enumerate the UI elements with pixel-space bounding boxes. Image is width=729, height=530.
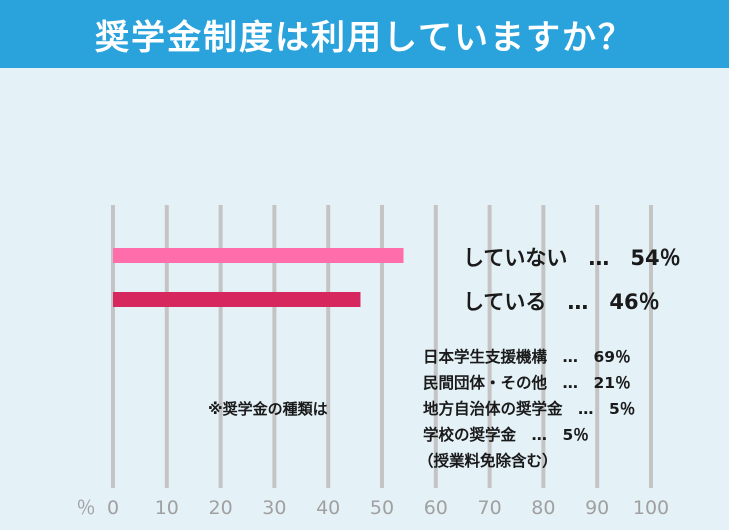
x-tick-label: 100 (633, 497, 669, 519)
x-tick-label: 50 (370, 497, 394, 519)
x-unit-label: ％ (76, 497, 95, 519)
x-tick-label: 60 (424, 497, 448, 519)
x-tick-label: 90 (585, 497, 609, 519)
x-tick-label: 40 (316, 497, 340, 519)
title-banner: 奨学金制度は利用していますか？ (0, 0, 729, 68)
bar-value-label-using: している … 46％ (463, 290, 660, 314)
x-tick-label: 0 (107, 497, 119, 519)
page-title: 奨学金制度は利用していますか？ (95, 17, 634, 58)
scholarship-type-item: 民間団体・その他 … 21％ (423, 374, 631, 392)
x-tick-label: 20 (209, 497, 233, 519)
x-tick-label: 80 (531, 497, 555, 519)
scholarship-type-note: （授業料免除含む） (418, 452, 558, 470)
scholarship-type-item: 日本学生支援機構 … 69％ (423, 348, 631, 366)
bar (113, 248, 404, 263)
scholarship-type-item: 地方自治体の奨学金 … 5％ (423, 400, 636, 418)
x-tick-label: 30 (262, 497, 286, 519)
chart-area: 0 10 20 30 40 50 60 70 80 90 100 ％ していない … 54％ している… (0, 68, 729, 530)
bar-chart: 0 10 20 30 40 50 60 70 80 90 100 ％ (76, 205, 669, 519)
scholarship-types-heading: ※奨学金の種類は (208, 400, 328, 418)
bar (113, 292, 361, 307)
scholarship-type-item: 学校の奨学金 … 5％ (423, 426, 589, 444)
x-tick-label: 70 (478, 497, 502, 519)
x-tick-label: 10 (155, 497, 179, 519)
bar-value-label-not-using: していない … 54％ (463, 246, 681, 270)
